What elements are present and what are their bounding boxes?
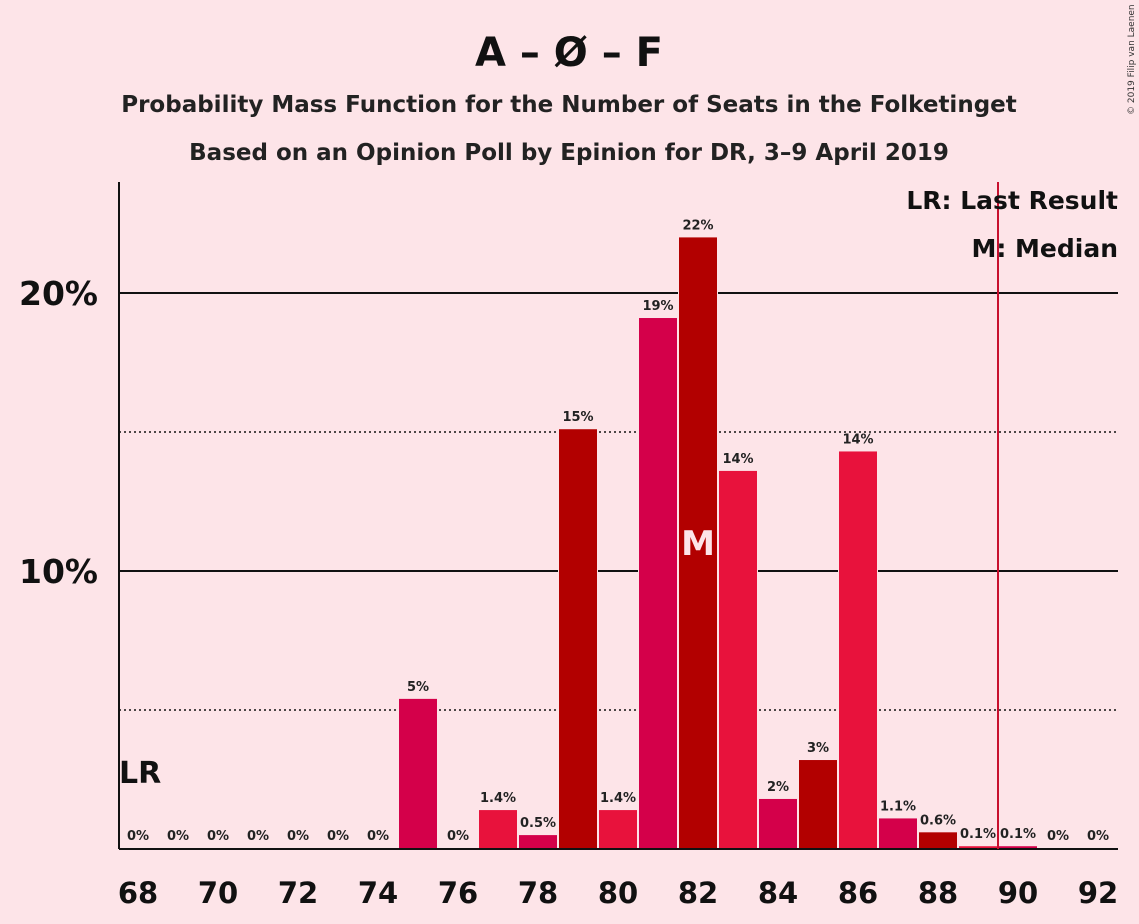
- x-tick-label: 78: [518, 876, 558, 910]
- x-tick-label: 88: [918, 876, 958, 910]
- bar-seat-88: [919, 832, 957, 849]
- data-label-seat-68: 0%: [127, 829, 149, 844]
- x-tick-label: 92: [1078, 876, 1118, 910]
- bar-seat-83: [719, 470, 757, 849]
- chart-subtitle-2: Based on an Opinion Poll by Epinion for …: [189, 140, 949, 166]
- data-label-seat-81: 19%: [642, 299, 673, 314]
- copyright-credit: © 2019 Filip van Laenen: [1127, 4, 1137, 115]
- y-tick-label: 20%: [19, 274, 98, 313]
- bar-seat-82: [679, 237, 717, 849]
- bar-seat-78: [519, 835, 557, 849]
- data-labels: 0% 0% 0% 0% 0% 0% 0% 5% 0% 1.4% 0.5% 15% 1.4% 19% 22% M…: [127, 218, 1109, 844]
- bar-seat-85: [799, 760, 837, 849]
- data-label-seat-70: 0%: [207, 829, 229, 844]
- bar-seat-81: [639, 318, 677, 849]
- legend-last-result: LR: Last Result: [906, 186, 1118, 215]
- legend-median: M: Median: [971, 234, 1118, 263]
- bar-seat-84: [759, 798, 797, 849]
- data-label-seat-92: 0%: [1087, 829, 1109, 844]
- data-label-seat-71: 0%: [247, 829, 269, 844]
- bars: [398, 236, 1038, 849]
- data-label-seat-84: 2%: [767, 780, 789, 795]
- x-tick-label: 84: [758, 876, 798, 910]
- chart-subtitle-1: Probability Mass Function for the Number…: [121, 92, 1017, 118]
- data-label-seat-72: 0%: [287, 829, 309, 844]
- bar-seat-87: [879, 818, 917, 849]
- data-label-seat-77: 1.4%: [480, 791, 516, 806]
- gridlines: [119, 292, 1118, 711]
- data-label-seat-76: 0%: [447, 829, 469, 844]
- x-tick-label: 70: [198, 876, 238, 910]
- x-tick-label: 74: [358, 876, 398, 910]
- x-tick-label: 86: [838, 876, 878, 910]
- data-label-seat-79: 15%: [562, 410, 593, 425]
- data-label-seat-82: 22%: [682, 218, 713, 233]
- data-label-seat-69: 0%: [167, 829, 189, 844]
- x-tick-label: 72: [278, 876, 318, 910]
- data-label-seat-75: 5%: [407, 680, 429, 695]
- x-tick-labels: 68 70 72 74 76 78 80 82 84 86 88 90 92: [118, 876, 1118, 910]
- data-label-seat-90: 0.1%: [1000, 827, 1036, 842]
- y-tick-label: 10%: [19, 552, 98, 591]
- bar-seat-90: [999, 846, 1037, 849]
- data-label-seat-89: 0.1%: [960, 827, 996, 842]
- data-label-seat-91: 0%: [1047, 829, 1069, 844]
- x-tick-label: 90: [998, 876, 1038, 910]
- data-label-seat-86: 14%: [842, 432, 873, 447]
- x-tick-label: 80: [598, 876, 638, 910]
- last-result-marker: LR: [119, 756, 161, 791]
- data-label-seat-88: 0.6%: [920, 813, 956, 828]
- data-label-seat-83: 14%: [722, 452, 753, 467]
- bar-seat-89: [959, 846, 997, 849]
- data-label-seat-85: 3%: [807, 741, 829, 756]
- data-label-seat-74: 0%: [367, 829, 389, 844]
- x-tick-label: 82: [678, 876, 718, 910]
- bar-seat-79: [559, 429, 597, 849]
- x-tick-label: 76: [438, 876, 478, 910]
- bar-seat-86: [839, 451, 877, 849]
- bar-seat-80: [599, 810, 637, 849]
- data-label-seat-87: 1.1%: [880, 799, 916, 814]
- data-label-seat-80: 1.4%: [600, 791, 636, 806]
- x-tick-label: 68: [118, 876, 158, 910]
- median-marker: M: [681, 524, 715, 564]
- bar-seat-77: [479, 810, 517, 849]
- chart-title: A – Ø – F: [475, 30, 663, 76]
- data-label-seat-73: 0%: [327, 829, 349, 844]
- y-tick-labels: 10% 20%: [19, 274, 98, 591]
- bar-seat-75: [399, 698, 437, 849]
- data-label-seat-78: 0.5%: [520, 816, 556, 831]
